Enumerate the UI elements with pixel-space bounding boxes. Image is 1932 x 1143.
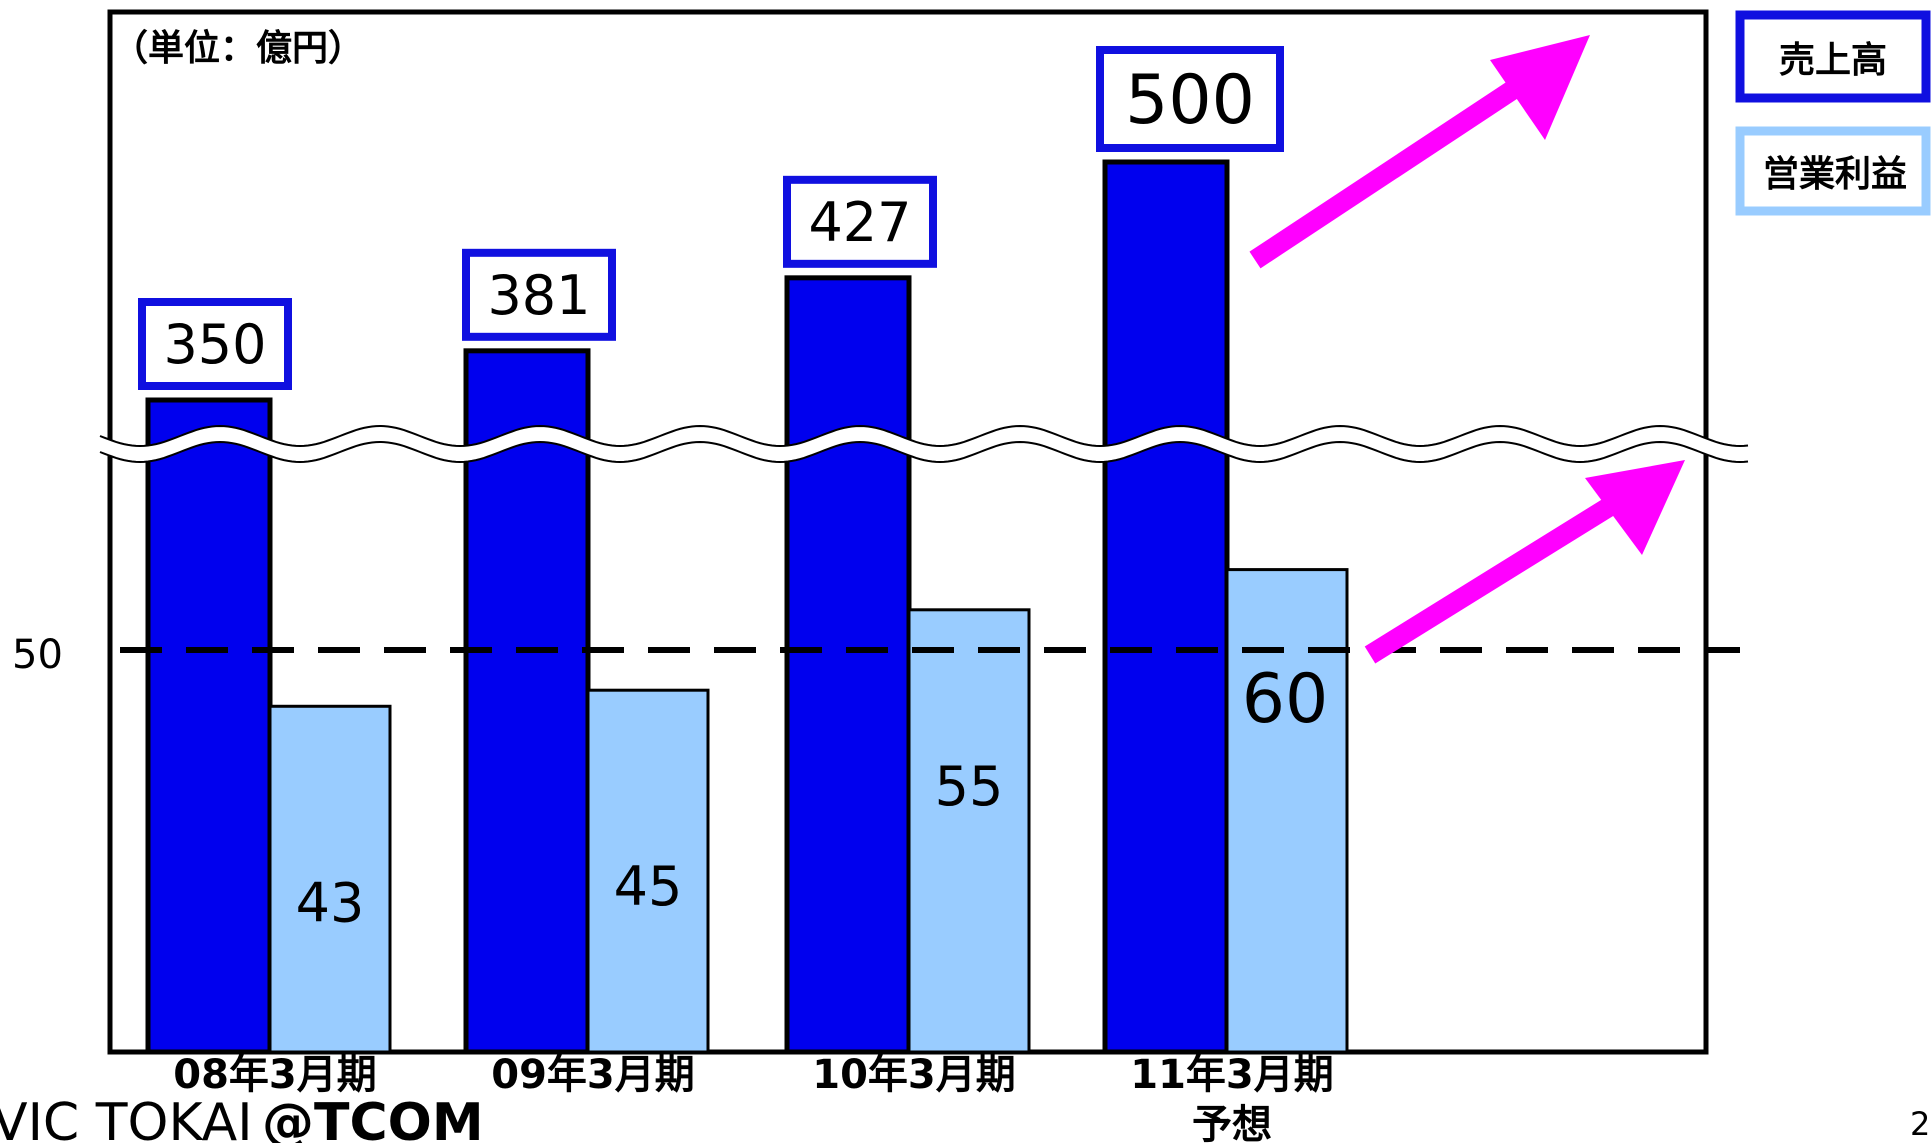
bar-profit [268,704,392,1054]
legend-item-profit: 営業利益 [1735,126,1931,216]
data-label-sales: 350 [163,313,266,376]
unit-label: （単位：億円） [112,28,364,69]
bar-sales [145,397,273,1055]
data-label-box-sales [138,298,292,390]
x-tick-sublabel: 予想 [1192,1102,1272,1143]
legend-label-sales: 売上高 [1779,40,1887,81]
data-label-sales: 381 [487,264,590,327]
axis-break-band [100,426,1750,462]
data-label-profit: 60 [1242,660,1329,739]
x-tick-label: 08年3月期 [173,1052,377,1098]
data-label-box-sales [783,175,937,268]
legend: 売上高 営業利益 [1735,10,1931,216]
axis-break-line-top [99,424,1749,448]
bar-sales [463,348,591,1055]
x-tick-label: 10年3月期 [812,1052,1016,1098]
data-label-sales: 500 [1125,61,1255,140]
data-label-box-sales [462,248,616,341]
x-tick-label: 09年3月期 [491,1052,695,1098]
bar-sales [1102,159,1230,1055]
legend-item-sales: 売上高 [1735,10,1931,103]
bar-profit [586,688,710,1054]
bar-profit [907,608,1031,1054]
trend-arrow-profit [1364,460,1685,664]
data-label-profit: 55 [935,755,1004,818]
data-label-profit: 45 [614,855,683,918]
axis-break-line-bottom [99,440,1749,464]
bar-sales [784,275,912,1055]
data-label-sales: 427 [808,191,911,254]
data-label-box-sales [1096,46,1284,152]
logo-tcom: @TCOM [262,1093,484,1143]
x-tick-label: 11年3月期 [1130,1052,1334,1098]
legend-label-profit: 営業利益 [1763,154,1907,195]
bar-profit [1225,568,1349,1054]
page-number: 2 [1910,1105,1930,1143]
trend-arrow-sales [1249,35,1590,269]
logo-vic-tokai: VIC TOKAI [0,1093,253,1143]
data-label-profit: 43 [296,871,365,934]
reference-line-label: 50 [12,632,63,678]
